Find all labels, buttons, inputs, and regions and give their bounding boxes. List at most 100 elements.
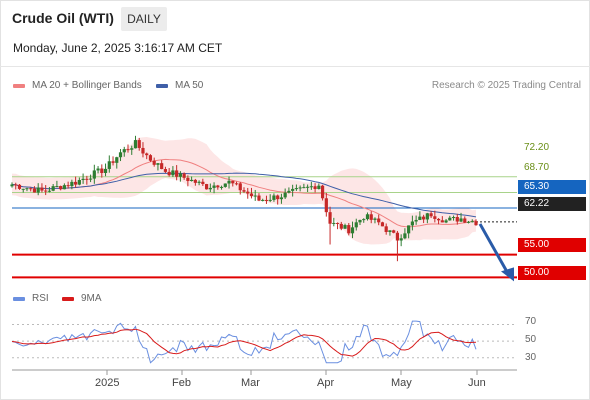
candle-body — [459, 218, 463, 222]
candle-body — [403, 233, 407, 239]
candle-body — [66, 185, 70, 187]
candle-body — [193, 179, 197, 183]
candle-body — [253, 195, 257, 197]
last-price-tag: 62.22 — [518, 197, 586, 211]
candle-body — [141, 147, 145, 154]
ma50-line — [11, 172, 477, 218]
candle-body — [455, 217, 459, 222]
rsi-legend-label: RSI — [32, 293, 49, 304]
candle-body — [470, 221, 474, 223]
candle-body — [354, 222, 358, 228]
candle-body — [201, 181, 205, 185]
candle-body — [339, 223, 343, 229]
candle-body — [227, 180, 231, 184]
candle-body — [14, 184, 18, 186]
candle-body — [335, 222, 340, 224]
period-button[interactable]: DAILY — [121, 7, 167, 31]
resistance-label-2: 68.70 — [524, 162, 550, 173]
candle-body — [118, 152, 123, 158]
candle-body — [32, 188, 37, 193]
rsi-ma-legend-swatch — [62, 297, 74, 301]
candle-body — [77, 179, 81, 185]
candle-body — [362, 219, 366, 221]
candle-body — [133, 140, 138, 149]
candle-body — [276, 195, 280, 200]
candle-body — [463, 218, 467, 223]
candle-body — [373, 218, 377, 220]
ma20-legend-swatch — [13, 84, 25, 88]
candle-body — [100, 168, 104, 173]
candle-body — [182, 173, 186, 178]
copyright-notice: Research © 2025 Trading Central — [431, 80, 581, 91]
rsi-ma-line — [11, 328, 477, 357]
candle-body — [55, 186, 59, 188]
candle-body — [40, 187, 44, 191]
candle-body — [242, 190, 246, 192]
candle-body — [429, 213, 433, 217]
candle-body — [81, 178, 85, 180]
candle-body — [358, 219, 362, 223]
candle-body — [287, 190, 291, 193]
month-label-jun: Jun — [468, 377, 486, 389]
candle-body — [10, 184, 14, 187]
candle-body — [92, 170, 96, 179]
candle-body — [204, 184, 209, 190]
month-label-may: May — [391, 377, 412, 389]
candle-body — [407, 225, 411, 234]
candle-body — [399, 238, 403, 241]
ma50-legend-swatch — [156, 84, 168, 88]
rsi-ma-legend-label: 9MA — [81, 293, 102, 304]
candle-body — [272, 195, 276, 200]
rsi-line — [11, 320, 477, 364]
candle-body — [62, 185, 66, 190]
rsi-legend-swatch — [13, 297, 25, 301]
candle-body — [190, 179, 194, 182]
candle-body — [422, 216, 426, 220]
candle-body — [212, 185, 216, 188]
candle-body — [448, 217, 452, 221]
candle-body — [160, 163, 164, 170]
candle-body — [148, 155, 153, 161]
candle-body — [313, 186, 317, 189]
ma50-legend-label: MA 50 — [175, 80, 204, 91]
candle-body — [44, 190, 48, 192]
candle-body — [249, 193, 254, 197]
candle-body — [332, 222, 336, 224]
candle-body — [223, 183, 227, 187]
pivot-tag: 65.30 — [518, 180, 586, 194]
candle-body — [167, 171, 171, 176]
support-tag-2: 50.00 — [518, 266, 586, 280]
candle-body — [145, 153, 149, 156]
forecast-arrow-shaft — [478, 223, 511, 277]
forecast-arrow-head — [501, 267, 514, 282]
candle-body — [309, 186, 313, 188]
candle-body — [343, 225, 347, 229]
candle-body — [59, 186, 63, 190]
candle-body — [70, 181, 74, 187]
candle-body — [197, 181, 201, 183]
rsi-tick-70: 70 — [525, 316, 537, 327]
rsi-tick-30: 30 — [525, 352, 537, 363]
candle-body — [156, 163, 160, 165]
candle-body — [425, 213, 429, 220]
candle-body — [283, 192, 287, 198]
candle-body — [306, 186, 310, 188]
candle-body — [440, 220, 444, 223]
candle-body — [163, 169, 168, 172]
candle-body — [107, 161, 111, 169]
candle-body — [418, 216, 422, 220]
candle-body — [111, 161, 115, 163]
candle-body — [444, 220, 448, 223]
candle-body — [350, 227, 355, 234]
candle-body — [324, 198, 328, 213]
candle-body — [433, 216, 437, 219]
candle-body — [178, 173, 182, 177]
timestamp: Monday, June 2, 2025 3:16:17 AM CET — [13, 41, 223, 55]
candle-body — [130, 148, 134, 150]
candle-body — [74, 181, 78, 185]
candle-body — [384, 226, 388, 232]
candle-body — [365, 214, 370, 220]
candle-body — [317, 185, 321, 189]
candle-body — [291, 188, 295, 191]
